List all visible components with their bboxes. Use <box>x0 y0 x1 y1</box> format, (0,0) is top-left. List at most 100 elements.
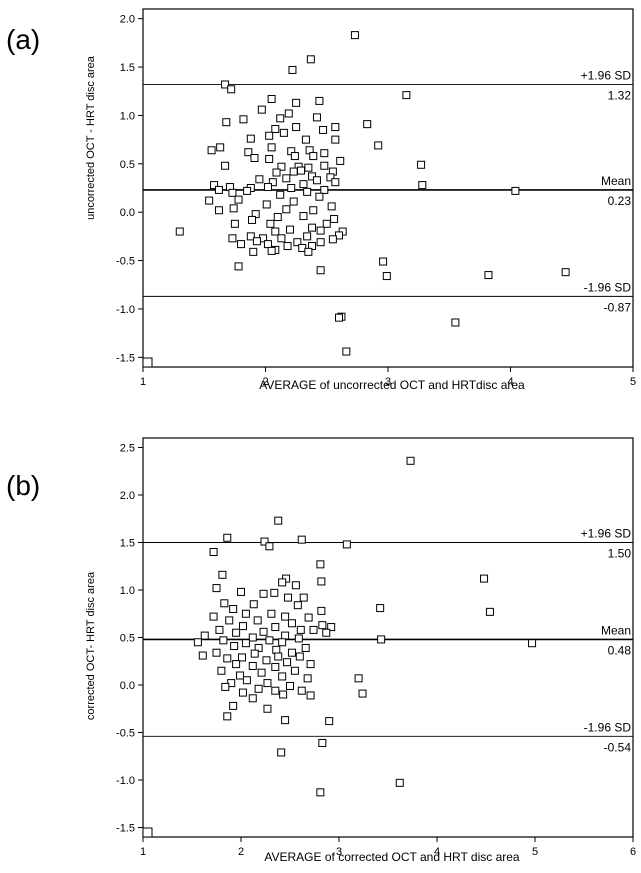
data-point <box>267 609 276 618</box>
data-point <box>274 652 283 661</box>
y-tick-label: 0.5 <box>120 633 135 645</box>
data-point <box>363 120 372 129</box>
data-point <box>221 161 230 170</box>
data-point <box>286 681 294 690</box>
data-point <box>279 128 288 137</box>
reference-line-label: -1.96 SD <box>584 280 632 294</box>
data-point <box>273 213 282 222</box>
data-point <box>198 651 207 660</box>
y-tick-label: 0.0 <box>120 680 135 692</box>
data-point <box>249 600 258 609</box>
data-point <box>230 219 239 228</box>
data-point <box>284 109 293 118</box>
data-point <box>214 185 223 194</box>
data-point <box>318 738 327 747</box>
data-point <box>212 584 221 593</box>
y-tick-label: 2.0 <box>120 490 135 502</box>
data-point <box>232 628 241 637</box>
data-point <box>272 645 281 654</box>
data-point <box>246 232 255 241</box>
data-point <box>223 654 232 663</box>
data-point <box>485 607 494 616</box>
reference-line-label: -1.96 SD <box>584 720 632 734</box>
data-point <box>277 748 286 757</box>
data-point <box>283 242 292 251</box>
y-tick-label: 0.0 <box>120 207 135 219</box>
x-axis-label: AVERAGE of corrected OCT and HRT disc ar… <box>264 850 520 864</box>
data-point <box>271 623 280 632</box>
data-point <box>212 648 221 657</box>
y-tick-label: -1.5 <box>116 823 135 835</box>
data-point <box>263 679 272 688</box>
data-point <box>234 262 243 271</box>
y-tick-label: -1.0 <box>116 304 135 316</box>
data-point <box>306 660 315 669</box>
data-point <box>322 219 331 228</box>
chart-a-svg: uncorrected OCT - HRT disc area AVERAGE … <box>85 8 636 392</box>
data-point <box>292 98 301 107</box>
data-point <box>217 666 226 675</box>
data-point <box>354 674 363 683</box>
data-point <box>299 212 308 221</box>
y-tick-label: 0.5 <box>120 159 135 171</box>
data-point <box>330 214 339 223</box>
data-point <box>308 223 317 232</box>
x-tick-label: 6 <box>630 846 636 858</box>
x-tick-label: 3 <box>385 376 391 388</box>
data-point <box>250 649 259 658</box>
data-point <box>319 125 328 134</box>
y-axis-label: uncorrected OCT - HRT disc area <box>85 55 97 220</box>
data-point <box>294 634 303 643</box>
data-point <box>342 540 351 549</box>
data-point <box>451 318 460 327</box>
data-point <box>234 195 243 204</box>
data-point <box>342 347 351 356</box>
data-point <box>230 642 239 651</box>
data-point <box>278 578 287 587</box>
data-point <box>304 613 313 622</box>
panel-label: (a) <box>6 24 41 55</box>
x-tick-label: 5 <box>630 376 636 388</box>
x-tick-label: 2 <box>262 376 268 388</box>
data-point <box>222 118 231 127</box>
data-point <box>263 240 272 249</box>
data-point <box>276 190 285 199</box>
x-axis-label: AVERAGE of uncorrected OCT and HRTdisc a… <box>259 378 525 392</box>
data-point <box>281 716 290 725</box>
data-point <box>279 690 288 699</box>
data-point <box>209 548 218 556</box>
x-tick-label: 4 <box>507 376 513 388</box>
x-tick-label: 5 <box>532 846 538 858</box>
plot-frame <box>142 437 634 838</box>
data-point <box>262 656 271 665</box>
data-point <box>379 257 388 266</box>
data-point <box>315 96 324 105</box>
data-point <box>327 623 336 632</box>
data-point <box>277 162 286 171</box>
data-point <box>259 589 268 598</box>
data-point <box>257 105 266 114</box>
data-point <box>238 688 247 697</box>
data-point <box>316 226 325 235</box>
data-point <box>317 606 326 615</box>
data-point <box>214 206 223 215</box>
data-point <box>281 612 290 621</box>
data-point <box>309 206 318 215</box>
data-point <box>255 175 264 184</box>
data-point <box>263 704 272 713</box>
data-point <box>301 643 310 652</box>
data-point <box>317 577 326 586</box>
reference-line-value: -0.54 <box>604 740 632 754</box>
reference-line-value: 0.23 <box>608 194 632 208</box>
data-point <box>284 593 293 602</box>
data-point <box>265 154 274 163</box>
data-point <box>237 653 246 662</box>
data-point <box>306 691 315 700</box>
y-tick-label: 1.0 <box>120 585 135 597</box>
data-point <box>241 609 250 618</box>
data-point <box>335 313 343 322</box>
data-point <box>303 187 312 196</box>
data-point <box>561 268 570 277</box>
data-point <box>289 167 298 176</box>
data-point <box>225 616 234 625</box>
